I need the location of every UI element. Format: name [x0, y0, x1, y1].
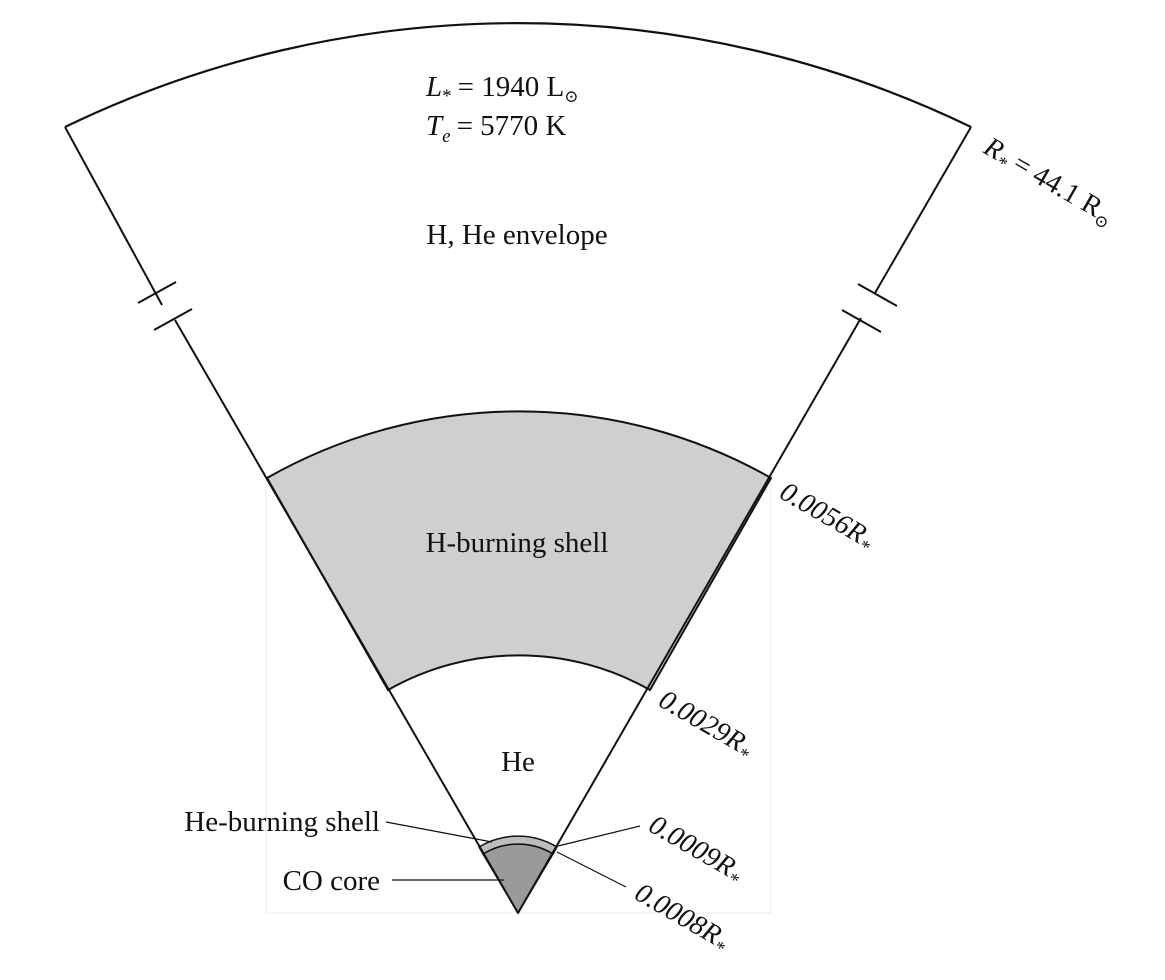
r0009-leader: [557, 825, 641, 847]
h-burning-shell-label: H-burning shell: [426, 527, 609, 559]
left-break-mark-2: [153, 308, 193, 331]
stellar-surface-arc: [64, 22, 972, 128]
radius-0029-label: 0.0029R*: [652, 684, 760, 766]
right-break-mark-1: [857, 283, 898, 307]
radius-0009-label: 0.0009R*: [642, 809, 750, 891]
stellar-radius-label: R* = 44.1 R⊙: [976, 131, 1120, 234]
temperature-label: Te = 5770 K: [426, 110, 566, 147]
right-edge-lower: [517, 317, 862, 914]
he-shell-label-leader: [385, 821, 493, 843]
left-break-mark-1: [137, 281, 177, 304]
luminosity-label: L* = 1940 L⊙: [425, 71, 578, 107]
h-burning-shell-region: [265, 410, 773, 692]
co-core-region: [481, 843, 555, 915]
radius-0008-label: 0.0008R*: [628, 877, 736, 959]
left-edge-lower: [174, 319, 519, 914]
right-edge-upper: [874, 126, 972, 294]
he-zone-label: He: [501, 746, 535, 778]
left-edge-upper: [64, 126, 163, 306]
he-burning-shell-label: He-burning shell: [184, 806, 380, 838]
r0008-leader: [556, 851, 627, 888]
right-break-mark-2: [841, 309, 882, 333]
envelope-label: H, He envelope: [426, 219, 607, 251]
co-core-label: CO core: [283, 865, 380, 897]
radius-0056-label: 0.0056R*: [773, 476, 881, 558]
